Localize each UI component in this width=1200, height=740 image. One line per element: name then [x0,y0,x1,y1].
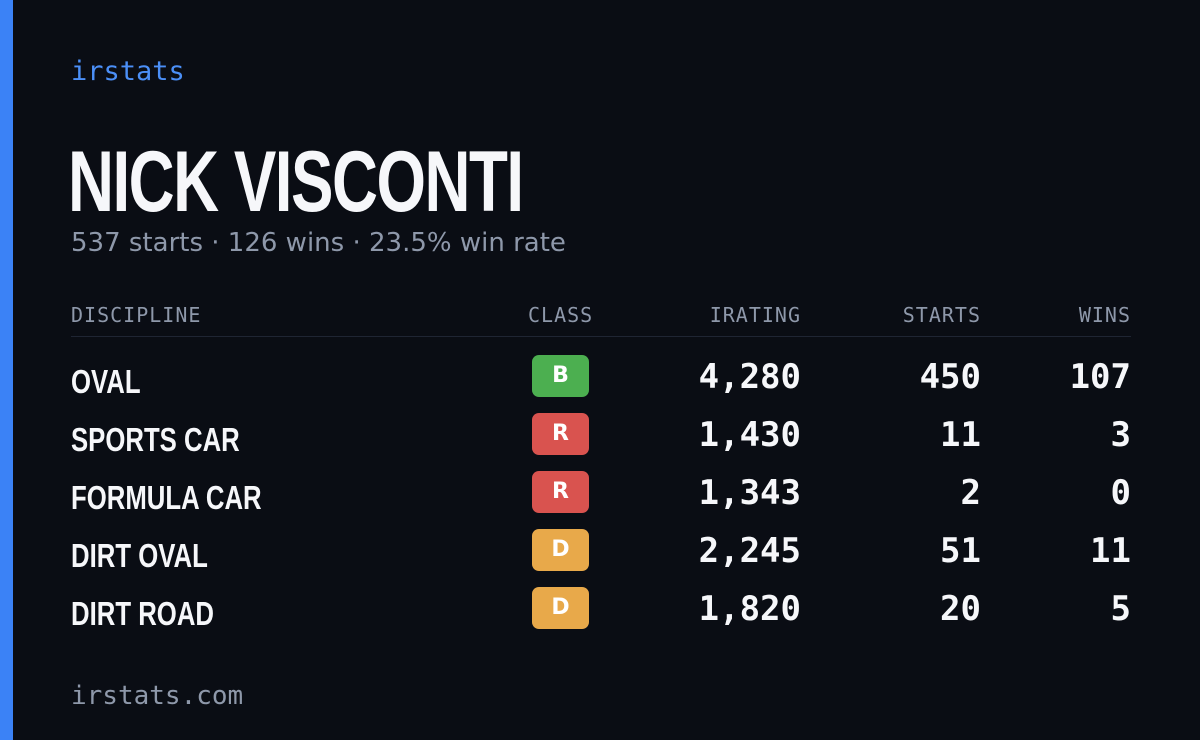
starts-value: 450 [919,357,981,397]
irating-value: 4,280 [698,357,801,397]
header-wins: WINS [1078,303,1131,327]
license-class-badge: R [532,471,589,513]
license-class-badge: R [532,413,589,455]
wins-value: 107 [1069,357,1131,397]
irating-value: 1,430 [698,415,801,455]
accent-bar [0,0,13,740]
table-header: DISCIPLINE CLASS IRATING STARTS WINS [71,298,1131,337]
discipline-name: SPORTS CAR [71,421,240,458]
starts-value: 2 [960,473,981,513]
header-discipline: DISCIPLINE [71,303,202,327]
table-row: FORMULA CAR R 1,343 2 0 [71,469,1131,527]
discipline-name: OVAL [71,363,141,400]
irating-value: 1,343 [698,473,801,513]
irating-value: 2,245 [698,531,801,571]
starts-value: 11 [940,415,981,455]
starts-value: 51 [940,531,981,571]
discipline-name: FORMULA CAR [71,479,262,516]
discipline-name: DIRT OVAL [71,537,208,574]
brand-logo-text: irstats [71,56,185,87]
header-class: CLASS [528,303,594,327]
starts-value: 20 [940,589,981,629]
wins-value: 11 [1090,531,1131,571]
driver-summary: 537 starts · 126 wins · 23.5% win rate [71,228,566,258]
table-body: OVAL B 4,280 450 107 SPORTS CAR R 1,430 … [71,353,1131,643]
license-class-badge: D [532,529,589,571]
table-row: SPORTS CAR R 1,430 11 3 [71,411,1131,469]
wins-value: 3 [1110,415,1131,455]
discipline-table: DISCIPLINE CLASS IRATING STARTS WINS OVA… [71,298,1131,643]
header-irating: IRATING [709,303,801,327]
irating-value: 1,820 [698,589,801,629]
table-row: DIRT OVAL D 2,245 51 11 [71,527,1131,585]
license-class-badge: B [532,355,589,397]
table-row: DIRT ROAD D 1,820 20 5 [71,585,1131,643]
table-row: OVAL B 4,280 450 107 [71,353,1131,411]
driver-name: NICK VISCONTI [68,134,524,230]
footer-url: irstats.com [71,681,244,711]
header-starts: STARTS [902,303,981,327]
license-class-badge: D [532,587,589,629]
discipline-name: DIRT ROAD [71,595,214,632]
wins-value: 0 [1110,473,1131,513]
wins-value: 5 [1110,589,1131,629]
